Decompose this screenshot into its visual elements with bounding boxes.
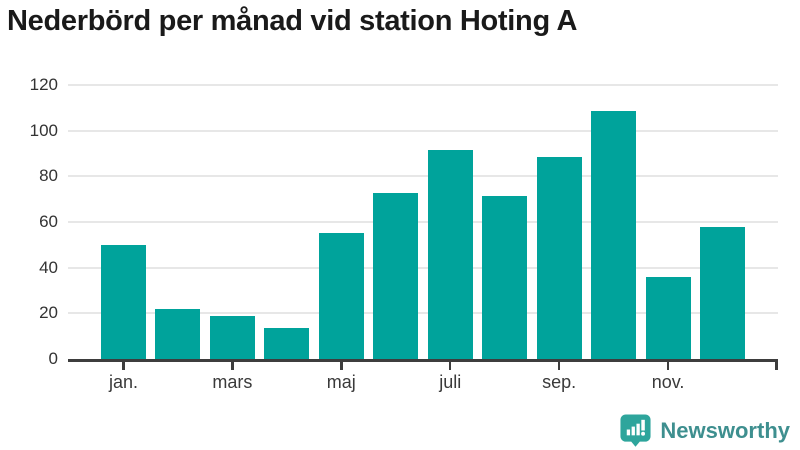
gridline-y-60 [68, 221, 778, 223]
bar-maj [318, 233, 364, 359]
bar-nov [645, 276, 691, 359]
bar-dec [700, 226, 745, 359]
bar-juni [373, 193, 419, 359]
y-tick-label-60: 60 [39, 212, 58, 231]
x-tick-sep [557, 362, 561, 370]
gridline-y-80 [68, 175, 778, 178]
y-tick-label-20: 20 [39, 303, 58, 323]
bar-mars [209, 315, 255, 359]
bar-aug [482, 195, 528, 359]
x-tick-label-maj: maj [326, 372, 356, 392]
chart-title: Nederbörd per månad vid station Hoting A [7, 5, 578, 37]
bar-juli [427, 150, 473, 359]
bar-sep [536, 156, 582, 359]
x-tick-juli [448, 362, 452, 370]
newsworthy-logo-text: Newsworthy [660, 417, 790, 443]
y-tick-label-120: 120 [29, 75, 58, 94]
bar-okt [591, 111, 637, 359]
bar-apr [264, 328, 310, 359]
x-tick-jan [122, 362, 125, 370]
x-tick-label-sep: sep. [542, 372, 577, 392]
y-tick-label-100: 100 [29, 120, 58, 140]
x-tick-label-nov: nov. [651, 372, 685, 392]
plot-area: 0 20 40 60 80 100 120 jan. mars maj juli sep. nov. [30, 75, 778, 392]
x-tick-nov [666, 362, 670, 370]
x-tick-maj [340, 362, 343, 370]
y-tick-label-80: 80 [39, 166, 58, 186]
bar-feb [155, 308, 201, 359]
x-tick-mars [231, 362, 234, 370]
x-axis-end-tick [775, 359, 778, 370]
gridline-y-120 [68, 84, 778, 86]
gridline-y-100 [68, 129, 778, 132]
x-tick-label-jan: jan. [108, 372, 139, 392]
bar-jan [101, 244, 146, 359]
y-tick-label-0: 0 [48, 349, 58, 368]
newsworthy-speech-bubble-bar-chart-icon [620, 414, 651, 447]
newsworthy-logo: Newsworthy [619, 413, 790, 447]
gridline-y-20 [68, 312, 778, 315]
x-tick-label-juli: juli [439, 372, 462, 392]
y-tick-label-40: 40 [39, 257, 58, 277]
x-tick-label-mars: mars [212, 372, 253, 392]
gridline-y-40 [68, 266, 778, 269]
